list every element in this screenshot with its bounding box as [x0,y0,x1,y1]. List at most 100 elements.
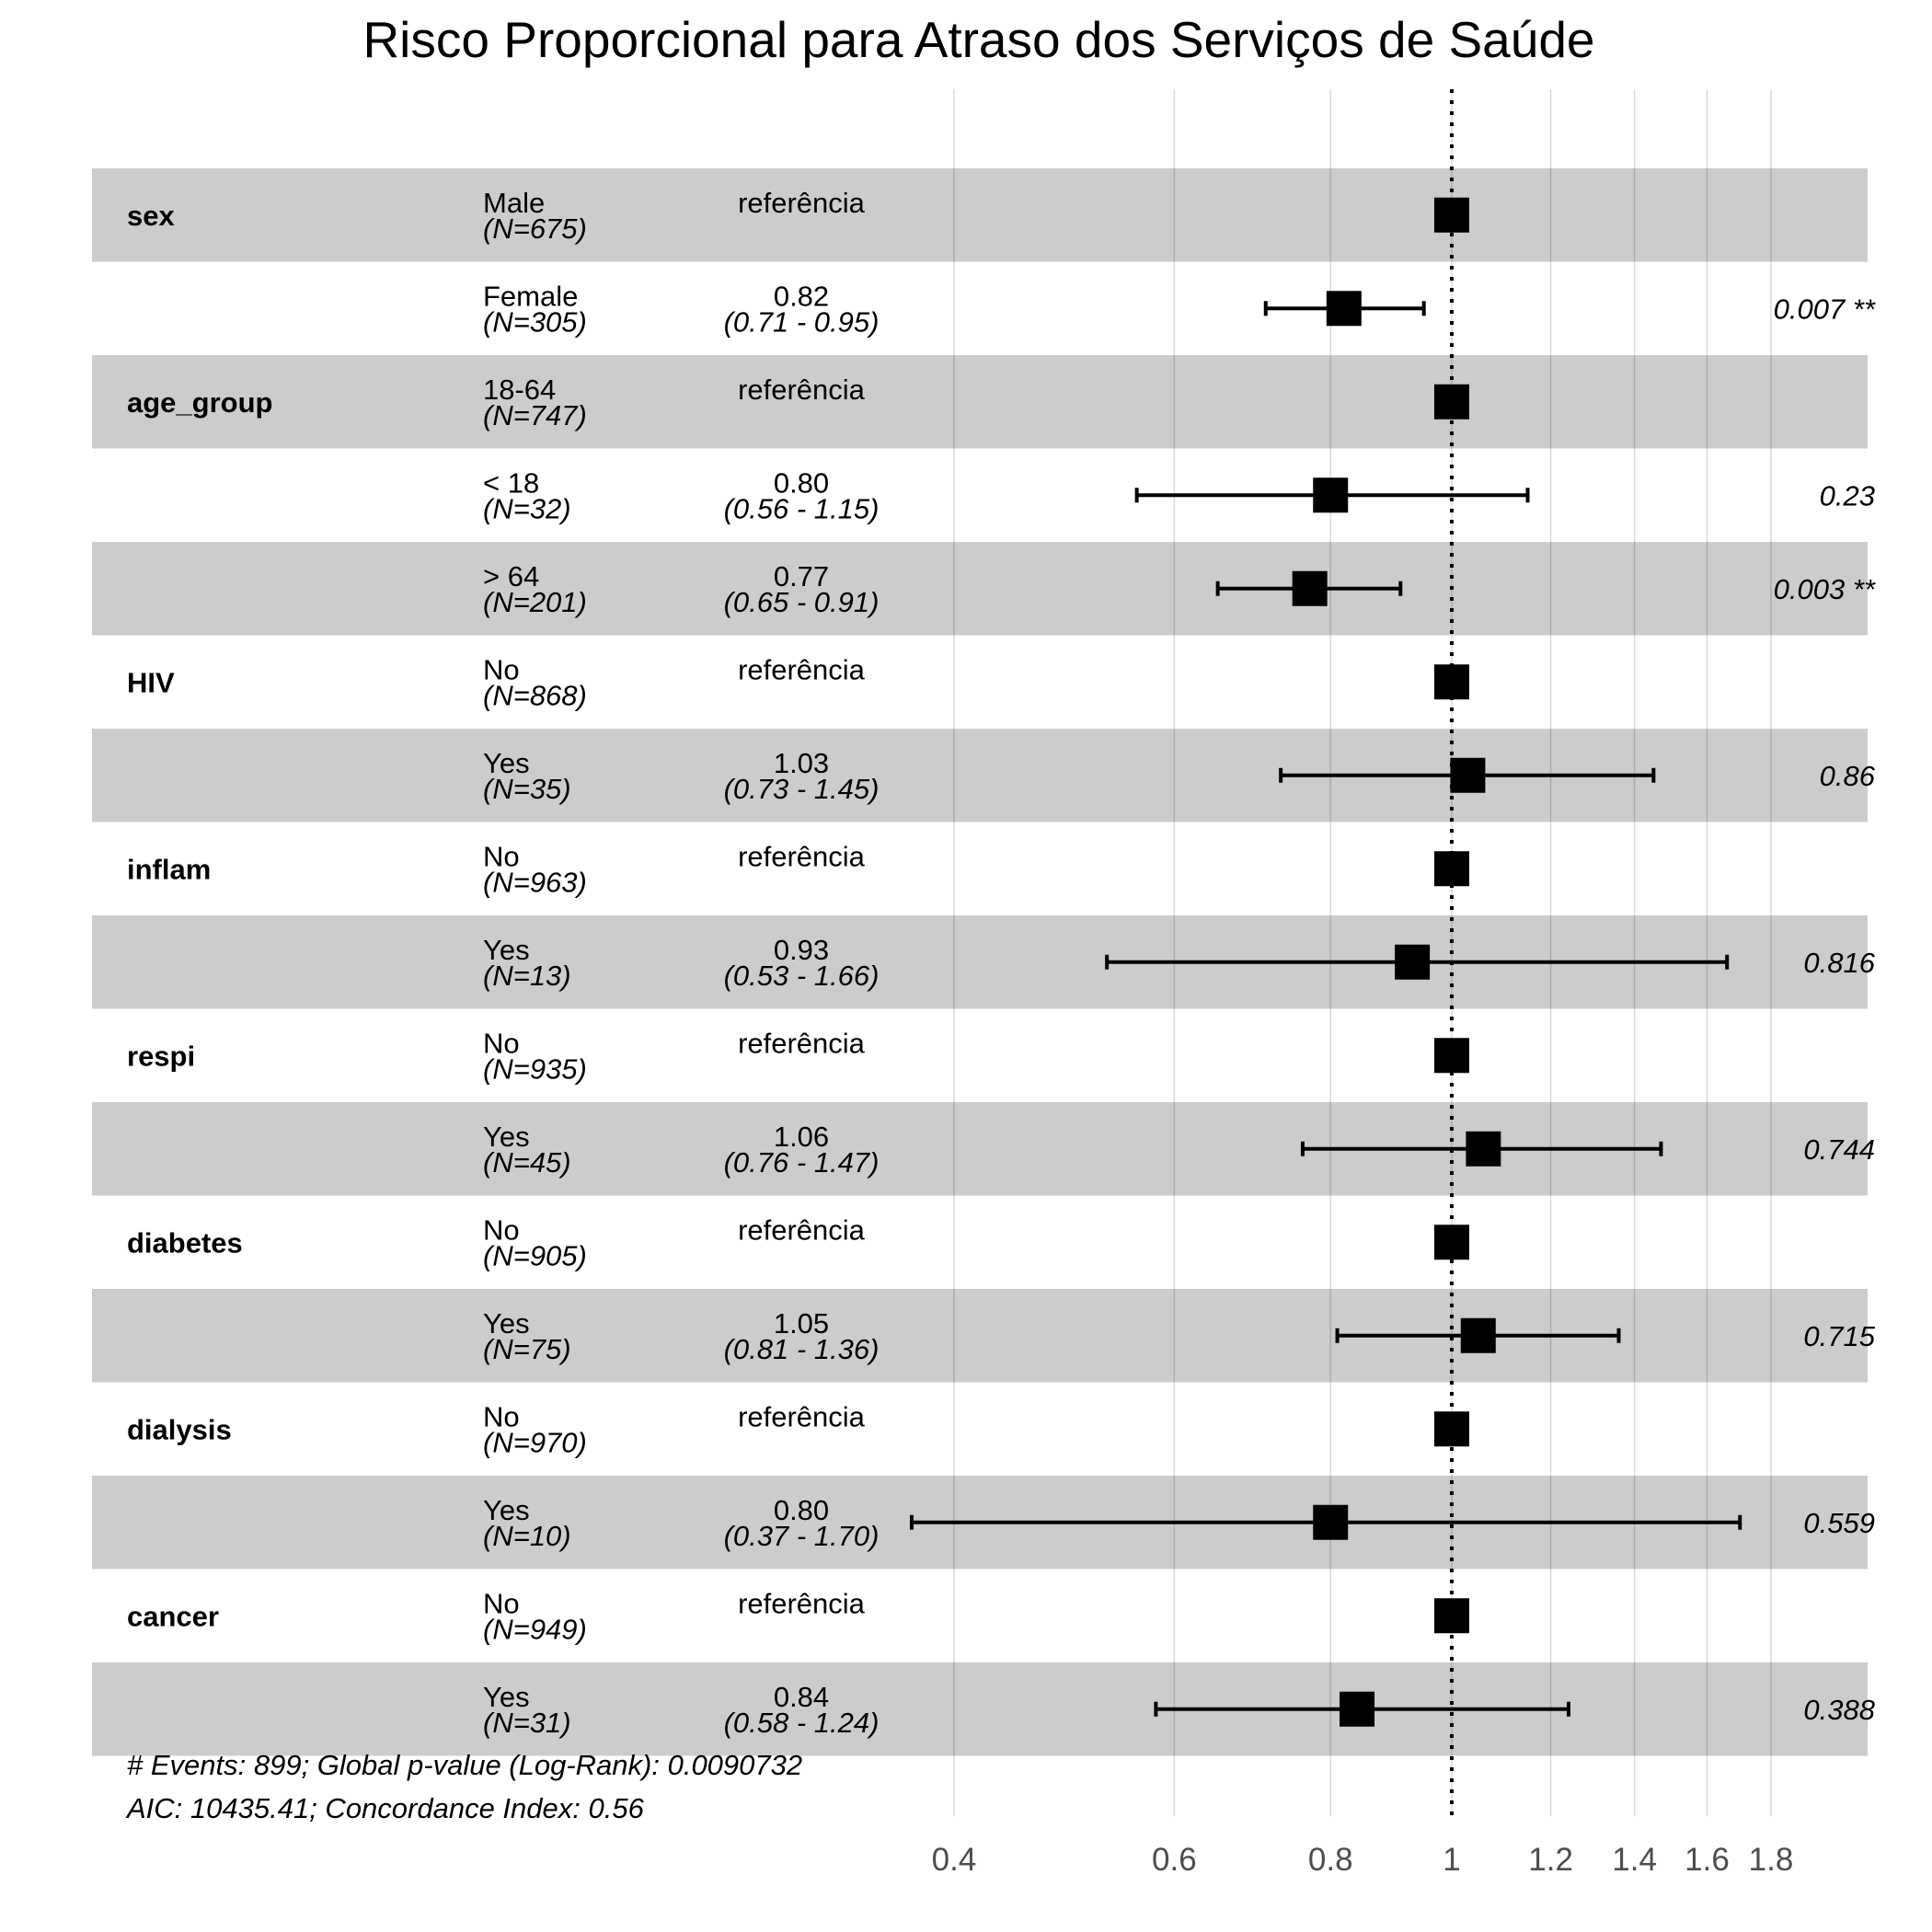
hr-point [1433,1598,1469,1634]
rows: sex Male(N=675) referência Female(N=305) 0.8… [127,187,1876,1739]
ci-label: (0.58 - 1.24) [724,1707,880,1739]
ci-label: (0.71 - 0.95) [724,306,880,339]
table-row: respi No(N=935) referência [127,1028,1469,1086]
level-label: No [483,1028,520,1060]
n-label: (N=10) [483,1520,571,1552]
hr-point [1340,1691,1375,1727]
x-tick-label: 0.8 [1308,1842,1353,1878]
n-label: (N=949) [483,1614,587,1646]
level-label: < 18 [483,467,539,500]
level-label: Female [483,281,578,313]
level-label: No [483,1588,520,1620]
table-row: Female(N=305) 0.82(0.71 - 0.95) 0.007 ** [483,281,1876,339]
chart-title: Risco Proporcional para Atraso dos Servi… [362,11,1594,68]
variable-label: age_group [127,386,272,419]
x-tick-label: 1.4 [1612,1842,1657,1878]
estimate-label: 0.84 [774,1681,829,1713]
level-label: > 64 [483,560,539,592]
x-tick-label: 0.4 [932,1842,977,1878]
estimate-label: 0.93 [774,934,829,966]
level-label: No [483,1401,520,1433]
x-tick-label: 0.6 [1152,1842,1197,1878]
hr-point [1433,384,1469,420]
hr-point [1313,1504,1349,1540]
estimate-label: 0.80 [774,1494,829,1526]
footer-line-2: AIC: 10435.41; Concordance Index: 0.56 [125,1792,645,1824]
p-value-label: 0.003 ** [1774,573,1876,605]
estimate-label: referência [738,841,866,873]
ci-label: (0.65 - 0.91) [724,586,880,618]
level-label: No [483,654,520,686]
estimate-label: referência [738,1028,866,1060]
hr-point [1433,1225,1469,1260]
hr-point [1433,851,1469,887]
hr-point [1395,944,1431,980]
variable-label: respi [127,1040,195,1072]
table-row: Yes(N=31) 0.84(0.58 - 1.24) 0.388 [483,1681,1876,1739]
table-row: inflam No(N=963) referência [127,841,1469,899]
table-row: cancer No(N=949) referência [127,1588,1469,1646]
p-value-label: 0.388 [1803,1694,1875,1726]
estimate-label: 1.05 [774,1307,829,1340]
hr-point [1433,1038,1469,1074]
level-label: Yes [483,1121,530,1153]
estimate-label: 0.77 [774,560,829,592]
estimate-label: referência [738,654,866,686]
estimate-label: referência [738,1214,866,1247]
variable-label: HIV [127,666,175,698]
x-axis-ticks: 0.4 0.6 0.8 1 1.2 1.4 1.6 1.8 [932,1842,1794,1878]
table-row: age_group 18-64(N=747) referência [127,374,1469,431]
p-value-label: 0.715 [1803,1320,1875,1352]
ci-label: (0.56 - 1.15) [724,493,880,525]
hr-point [1466,1131,1501,1167]
hr-point [1326,291,1362,327]
ci-label: (0.53 - 1.66) [724,960,880,992]
n-label: (N=935) [483,1053,587,1086]
hr-point [1450,757,1486,793]
table-row: Yes(N=35) 1.03(0.73 - 1.45) 0.86 [483,747,1876,805]
n-label: (N=201) [483,586,587,618]
x-tick-label: 1.2 [1528,1842,1573,1878]
level-label: Male [483,187,545,219]
x-tick-label: 1 [1443,1842,1460,1878]
n-label: (N=868) [483,680,587,712]
estimate-label: referência [738,187,866,219]
n-label: (N=905) [483,1240,587,1272]
table-row: Yes(N=10) 0.80(0.37 - 1.70) 0.559 [483,1494,1875,1552]
n-label: (N=305) [483,306,587,339]
p-value-label: 0.86 [1820,760,1876,792]
n-label: (N=13) [483,960,571,992]
variable-label: cancer [127,1600,219,1632]
level-label: Yes [483,934,530,966]
table-row: HIV No(N=868) referência [127,654,1469,712]
table-row: diabetes No(N=905) referência [127,1214,1469,1272]
n-label: (N=45) [483,1146,571,1179]
row-band [92,1662,1868,1756]
estimate-label: referência [738,1588,866,1620]
hr-point [1433,1411,1469,1447]
hr-point [1292,570,1328,606]
n-label: (N=35) [483,773,571,805]
p-value-label: 0.007 ** [1774,293,1876,325]
n-label: (N=675) [483,213,587,245]
footer-line-1: # Events: 899; Global p-value (Log-Rank)… [127,1749,802,1781]
n-label: (N=32) [483,493,571,525]
n-label: (N=970) [483,1427,587,1459]
p-value-label: 0.744 [1803,1133,1875,1166]
level-label: No [483,1214,520,1247]
hr-point [1313,477,1349,513]
estimate-label: 1.03 [774,747,829,779]
variable-label: sex [127,200,175,232]
p-value-label: 0.816 [1803,947,1875,979]
row-band [92,542,1868,636]
hr-point [1433,664,1469,700]
level-label: Yes [483,1494,530,1526]
level-label: 18-64 [483,374,556,406]
variable-label: diabetes [127,1226,243,1259]
level-label: Yes [483,747,530,779]
variable-label: inflam [127,853,211,885]
x-tick-label: 1.6 [1685,1842,1730,1878]
n-label: (N=75) [483,1333,571,1365]
table-row: Yes(N=75) 1.05(0.81 - 1.36) 0.715 [483,1307,1876,1365]
